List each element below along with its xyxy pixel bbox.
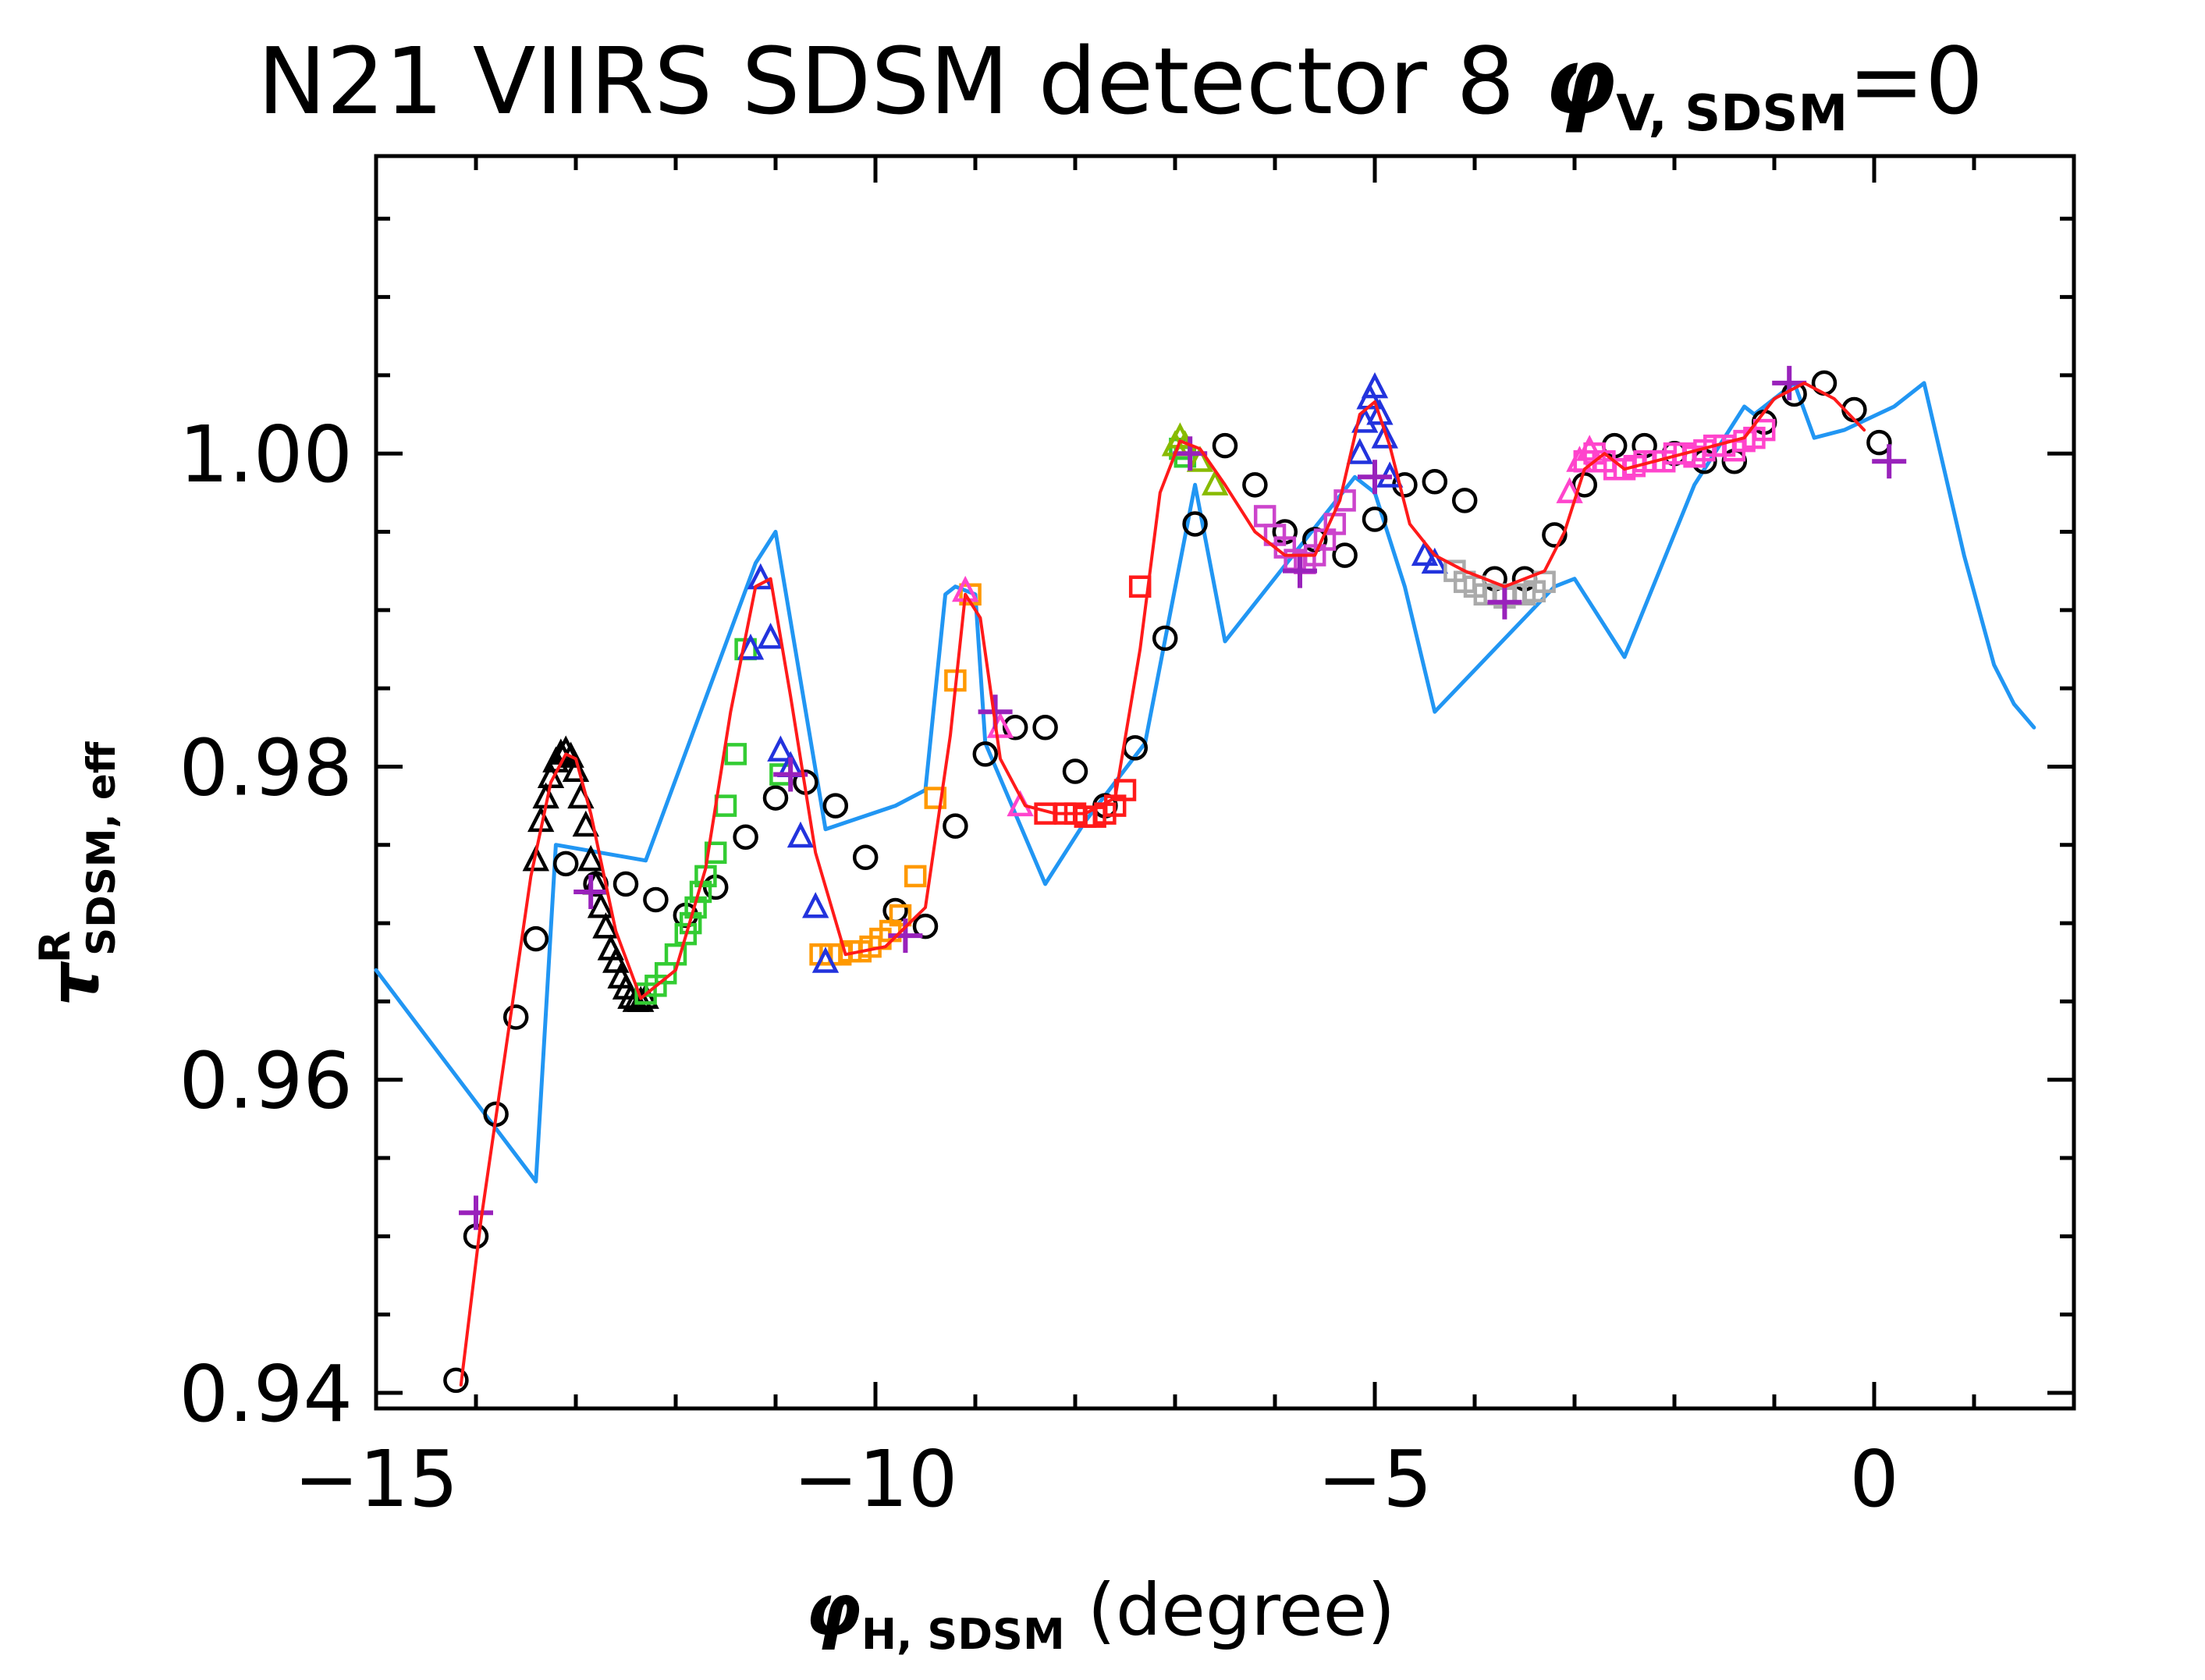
data-point-orange-squares <box>889 904 912 927</box>
plot-frame <box>374 154 2076 1411</box>
series-line-red-model <box>459 381 1866 1387</box>
data-point-black-circles <box>1362 506 1388 532</box>
data-point-blue-triangles <box>747 563 774 590</box>
y-tick-label: 0.98 <box>179 722 353 813</box>
data-point-black-circles <box>1332 542 1358 568</box>
data-point-black-triangles <box>572 810 599 837</box>
data-point-black-triangles <box>562 755 590 782</box>
data-point-black-circles <box>502 1004 529 1030</box>
data-point-purple-pluses <box>573 874 609 909</box>
data-point-olive-triangles <box>1186 446 1214 472</box>
data-point-black-circles <box>1062 758 1088 784</box>
data-point-black-circles <box>1152 625 1178 652</box>
data-point-black-circles <box>822 793 849 819</box>
data-point-magenta-squares <box>1752 418 1776 442</box>
data-point-black-circles <box>762 785 789 811</box>
data-point-black-triangles <box>522 844 549 872</box>
data-point-blue-triangles <box>737 634 765 660</box>
data-point-orange-squares <box>924 787 947 809</box>
data-point-black-circles <box>612 871 639 897</box>
data-point-blue-triangles <box>1361 372 1389 399</box>
data-point-blue-triangles <box>802 892 829 918</box>
data-point-black-circles <box>1212 432 1238 459</box>
data-point-blue-triangles <box>767 735 794 762</box>
data-point-blue-triangles <box>1366 399 1394 425</box>
data-point-black-circles <box>972 741 999 767</box>
data-point-black-triangles <box>577 844 605 872</box>
x-axis-label: φH, SDSM (degree) <box>805 1568 1395 1659</box>
data-point-black-circles <box>643 886 669 913</box>
data-point-black-circles <box>852 844 879 871</box>
data-point-black-circles <box>1542 522 1568 548</box>
y-axis-label-group: τRSDSM, eff <box>30 741 124 1006</box>
data-point-magenta-triangles <box>1556 477 1583 503</box>
data-point-blue-triangles <box>757 623 784 649</box>
data-point-purple-squares <box>1333 489 1356 512</box>
data-point-black-circles <box>1451 488 1478 513</box>
data-point-purple-pluses <box>1772 365 1807 400</box>
data-point-black-triangles <box>602 947 630 973</box>
data-point-olive-triangles <box>1202 469 1229 495</box>
chart-title: N21 VIIRS SDSM detector 8 φV, SDSM=0 <box>257 27 1983 143</box>
data-point-black-circles <box>523 925 549 952</box>
data-point-black-circles <box>1032 715 1058 741</box>
data-point-purple-pluses <box>459 1195 493 1231</box>
data-point-purple-pluses <box>888 918 923 954</box>
data-point-orange-squares <box>904 865 927 888</box>
plot-area: −15 −10 −5 0 0.94 0.96 0.98 1.00 <box>179 154 2076 1525</box>
data-point-black-circles <box>443 1367 469 1394</box>
data-point-purple-pluses <box>1283 553 1317 588</box>
y-tick-label: 1.00 <box>179 409 353 500</box>
data-point-blue-triangles <box>1346 438 1373 464</box>
data-point-black-circles <box>943 813 968 839</box>
data-point-green-squares <box>724 743 747 765</box>
data-point-green-squares <box>704 841 727 865</box>
x-tick-label: −10 <box>793 1433 957 1525</box>
data-point-black-circles <box>1422 469 1448 495</box>
data-point-blue-triangles <box>786 821 815 848</box>
data-point-black-circles <box>1242 472 1268 498</box>
y-tick-label: 0.94 <box>179 1348 353 1440</box>
data-point-purple-pluses <box>1872 444 1907 479</box>
data-point-blue-triangles <box>811 947 840 973</box>
data-point-blue-triangles <box>1371 422 1398 449</box>
data-point-blue-triangles <box>1411 539 1439 567</box>
data-point-purple-pluses <box>1487 584 1522 620</box>
x-tick-label: −5 <box>1317 1433 1432 1525</box>
data-point-magenta-triangles <box>1576 435 1603 461</box>
x-tick-label: −15 <box>293 1433 458 1525</box>
data-point-black-circles <box>1866 429 1892 456</box>
data-point-black-circles <box>912 913 939 939</box>
data-point-black-triangles <box>592 912 620 939</box>
y-axis-label: τRSDSM, eff <box>30 741 124 1006</box>
data-point-black-circles <box>1182 511 1208 537</box>
data-point-black-circles <box>733 824 758 850</box>
x-tick-label: 0 <box>1849 1433 1899 1525</box>
y-tick-label: 0.96 <box>179 1035 353 1127</box>
data-point-purple-pluses <box>1358 460 1392 495</box>
data-point-black-triangles <box>587 892 615 918</box>
data-point-black-circles <box>552 851 579 877</box>
data-point-blue-triangles <box>1421 547 1448 574</box>
